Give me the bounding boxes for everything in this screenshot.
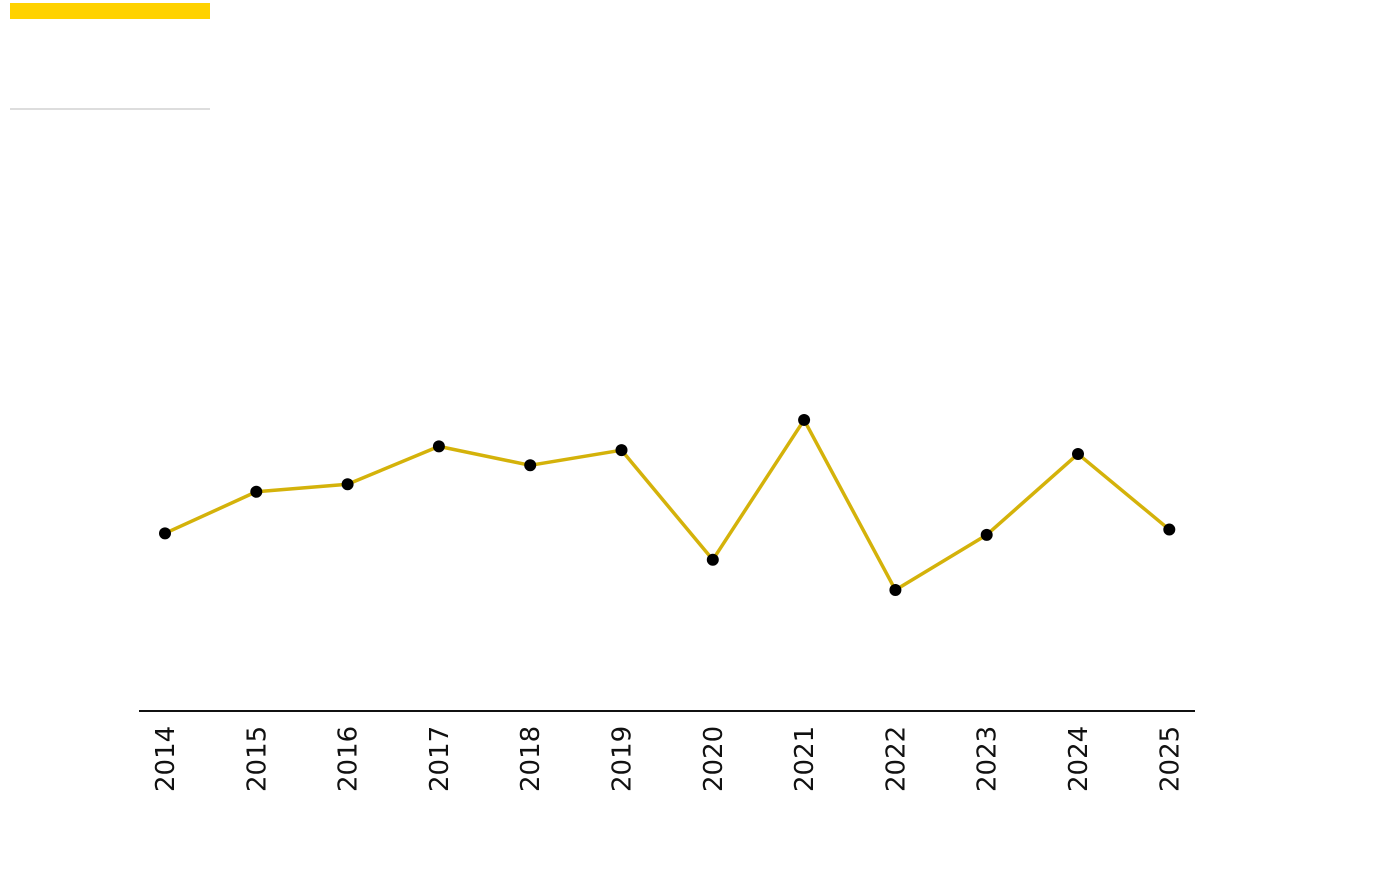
data-point-2025 bbox=[1163, 523, 1176, 536]
data-point-2022 bbox=[889, 584, 902, 597]
x-tick-labels: 2014 2015 2016 2017 2018 2019 2020 2021 2022 2023… bbox=[151, 726, 1185, 792]
series-line bbox=[164, 418, 1171, 592]
data-point-2021 bbox=[798, 413, 811, 426]
data-point-2018 bbox=[524, 459, 537, 472]
series-layer bbox=[159, 413, 1176, 597]
header-rule bbox=[10, 108, 210, 110]
x-tick-label-2016: 2016 bbox=[334, 726, 364, 792]
x-tick-label-2017: 2017 bbox=[425, 726, 455, 792]
x-tick-label-2020: 2020 bbox=[699, 726, 729, 792]
data-point-2023 bbox=[980, 528, 993, 541]
data-point-2020 bbox=[706, 553, 719, 566]
x-tick-label-2024: 2024 bbox=[1064, 726, 1094, 792]
data-point-2017 bbox=[432, 440, 445, 453]
accent-bar bbox=[10, 3, 210, 19]
x-tick-label-2022: 2022 bbox=[881, 726, 911, 792]
data-point-2019 bbox=[615, 444, 628, 457]
x-tick-label-2014: 2014 bbox=[151, 726, 181, 792]
x-tick-label-2023: 2023 bbox=[973, 726, 1003, 792]
data-point-2024 bbox=[1072, 447, 1084, 460]
data-point-2014 bbox=[159, 527, 171, 540]
x-tick-label-2018: 2018 bbox=[516, 726, 546, 792]
data-point-2016 bbox=[341, 478, 354, 491]
data-point-2015 bbox=[250, 485, 263, 498]
x-tick-label-2021: 2021 bbox=[790, 726, 820, 792]
x-tick-label-2015: 2015 bbox=[242, 726, 272, 792]
x-tick-label-2025: 2025 bbox=[1155, 726, 1185, 792]
x-tick-label-2019: 2019 bbox=[608, 726, 638, 792]
